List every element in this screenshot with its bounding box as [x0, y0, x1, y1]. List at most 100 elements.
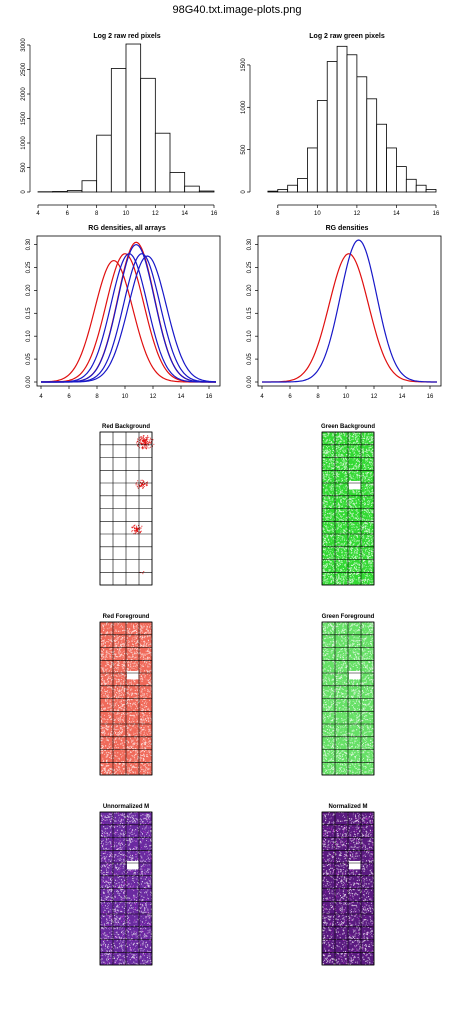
x-tick-label: 6	[288, 394, 292, 400]
x-tick-label: 16	[433, 211, 440, 217]
y-tick-label: 0.05	[247, 353, 253, 365]
histogram-bar	[376, 123, 387, 193]
x-tick-label: 4	[39, 394, 43, 400]
chart-title: RG densities	[326, 225, 369, 232]
x-tick-label: 14	[399, 394, 406, 400]
x-tick-label: 14	[181, 211, 188, 217]
histogram-panel: Log 2 raw red pixels 4 6 8 10 12 14 16 0 500 1000 1…	[21, 33, 218, 217]
x-tick-label: 12	[371, 394, 378, 400]
x-tick-label: 12	[150, 394, 157, 400]
array-image-panel: Red Foreground	[99, 614, 153, 776]
chart-title: Log 2 raw green pixels	[309, 33, 385, 40]
x-tick-label: 8	[276, 211, 280, 217]
chart-title: Log 2 raw red pixels	[93, 33, 160, 40]
histogram-bar	[386, 147, 397, 193]
histogram-bar	[366, 98, 378, 193]
plot-frame	[36, 235, 221, 387]
y-tick-label: 0.00	[247, 376, 253, 388]
histogram-bar	[415, 184, 427, 193]
x-tick-label: 16	[206, 394, 213, 400]
histogram-bar	[346, 54, 358, 193]
array-image-panel: Green Foreground	[321, 614, 376, 777]
x-tick-label: 8	[316, 394, 320, 400]
y-tick-label: 1500	[21, 111, 27, 125]
y-tick-label: 0.20	[247, 284, 253, 296]
array-image-panel: Red Background	[99, 424, 155, 586]
missing-block	[349, 670, 361, 680]
density-curve	[41, 243, 216, 383]
x-tick-label: 6	[66, 211, 70, 217]
density-curve	[41, 253, 216, 383]
histogram-bar	[356, 76, 368, 193]
x-tick-label: 16	[211, 211, 218, 217]
missing-block	[127, 670, 139, 680]
histogram-bar	[66, 190, 83, 193]
image-title: Red Foreground	[103, 614, 150, 620]
density-curve	[41, 255, 216, 383]
y-tick-label: 0.30	[247, 238, 253, 250]
image-title: Unnormalized M	[103, 804, 149, 810]
histogram-bar	[326, 61, 338, 193]
y-tick-label: 0.30	[26, 238, 32, 250]
density-curve	[41, 241, 216, 383]
y-tick-label: 500	[241, 144, 247, 155]
x-tick-label: 4	[260, 394, 264, 400]
y-tick-label: 0.10	[247, 330, 253, 342]
chart-title: RG densities, all arrays	[88, 225, 166, 232]
x-tick-label: 10	[122, 394, 129, 400]
y-tick-label: 1000	[21, 136, 27, 150]
x-tick-label: 6	[67, 394, 71, 400]
histogram-bar	[396, 166, 407, 193]
x-tick-label: 14	[178, 394, 185, 400]
y-tick-label: 0.00	[26, 376, 32, 388]
y-tick-label: 1000	[241, 100, 247, 114]
histogram-bar	[125, 43, 142, 193]
density-curve	[262, 239, 437, 383]
x-tick-label: 12	[354, 211, 361, 217]
y-tick-label: 0.15	[247, 307, 253, 319]
density-curve	[41, 259, 216, 383]
missing-block	[349, 480, 361, 490]
texture-specks	[100, 622, 153, 776]
plot-frame	[257, 235, 442, 387]
image-frame	[321, 431, 375, 586]
density-panel: RG densities, all arrays 4 6 8 10 12 14 16 0.00 0…	[26, 225, 221, 400]
density-panel: RG densities 4 6 8 10 12 14 16 0.00 0.05 0.10 0.15 0…	[247, 225, 442, 400]
x-tick-label: 12	[152, 211, 159, 217]
histogram-bar	[297, 178, 308, 193]
y-tick-label: 0.15	[26, 307, 32, 319]
y-tick-label: 0.20	[26, 284, 32, 296]
image-title: Green Background	[321, 424, 375, 430]
histogram-bar	[169, 171, 186, 193]
y-tick-label: 0	[241, 190, 247, 194]
missing-block	[349, 860, 361, 870]
histogram-bar	[425, 189, 437, 193]
page-title: 98G40.txt.image-plots.png	[172, 4, 302, 16]
image-frame	[99, 811, 153, 966]
histogram-bar	[198, 190, 215, 193]
array-image-panel: Unnormalized M	[99, 804, 154, 966]
histogram-bar	[154, 132, 171, 193]
image-frame	[99, 621, 153, 776]
image-title: Green Foreground	[322, 614, 375, 620]
y-tick-label: 500	[21, 162, 27, 173]
histogram-bar	[307, 147, 318, 193]
y-tick-label: 0	[21, 190, 27, 194]
histogram-bar	[184, 185, 200, 193]
y-tick-label: 3000	[21, 38, 27, 52]
density-curve	[41, 253, 216, 383]
histogram-bar	[336, 45, 348, 193]
histogram-panel: Log 2 raw green pixels 8 10 12 14 16 0 500 1000 1…	[241, 33, 440, 217]
image-frame	[321, 621, 375, 776]
density-curve	[41, 253, 216, 383]
x-tick-label: 10	[123, 211, 130, 217]
histogram-bar	[277, 189, 289, 193]
y-tick-label: 0.05	[26, 353, 32, 365]
y-tick-label: 2500	[21, 62, 27, 76]
histogram-bar	[140, 77, 156, 193]
histogram-bar	[316, 100, 328, 193]
array-image-panel: Normalized M	[321, 804, 375, 966]
array-image-panel: Green Background	[321, 424, 375, 587]
density-curve	[262, 253, 437, 383]
histogram-bar	[267, 190, 279, 193]
